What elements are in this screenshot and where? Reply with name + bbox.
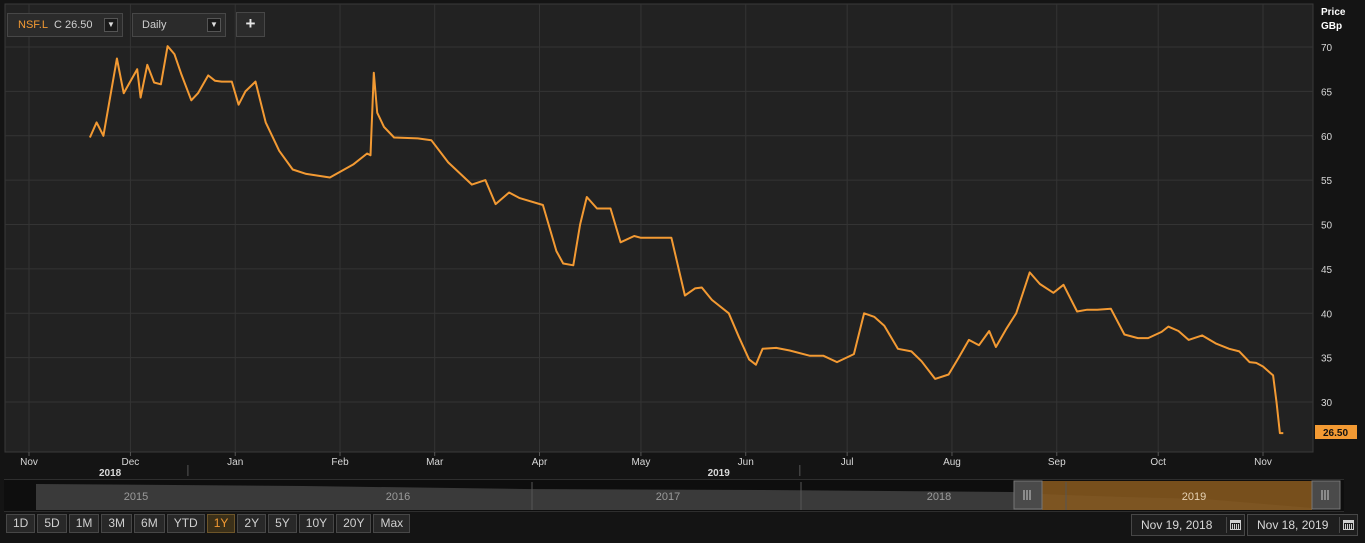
navigator-year-label: 2019 [1182, 491, 1206, 503]
plot-area [4, 3, 1314, 453]
range-button-max[interactable]: Max [373, 514, 411, 533]
last-value-label: 26.50 [1323, 428, 1348, 439]
navigator-history-area [36, 484, 1312, 510]
date-from-value: Nov 19, 2018 [1141, 518, 1213, 532]
range-button-10y[interactable]: 10Y [298, 514, 335, 533]
x-year-label: 2019 [708, 468, 731, 479]
x-tick-label: Jan [227, 457, 243, 468]
x-tick-label: Jun [738, 457, 754, 468]
navigator-year-label: 2018 [927, 491, 951, 503]
navigator-year-label: 2015 [124, 491, 148, 503]
x-tick-label: May [631, 457, 650, 468]
y-tick-label: 70 [1321, 43, 1333, 54]
y-tick-label: 60 [1321, 132, 1333, 143]
x-tick-label: Jul [841, 457, 854, 468]
y-axis-unit: GBp [1321, 21, 1342, 32]
x-tick-label: Sep [1048, 457, 1066, 468]
x-tick-label: Aug [943, 457, 961, 468]
x-tick-label: Apr [532, 457, 548, 468]
y-tick-label: 45 [1321, 265, 1333, 276]
y-tick-label: 65 [1321, 87, 1333, 98]
x-tick-label: Feb [331, 457, 349, 468]
navigator-year-label: 2017 [656, 491, 680, 503]
navigator-right-handle[interactable] [1311, 480, 1341, 510]
y-tick-label: 55 [1321, 176, 1333, 187]
x-tick-label: Nov [1254, 457, 1272, 468]
x-year-label: 2018 [99, 468, 122, 479]
grid-lines [5, 4, 1313, 452]
calendar-icon[interactable] [1339, 517, 1355, 533]
price-line [88, 45, 1284, 435]
symbol-select[interactable]: NSF.L C 26.50 ▼ [7, 13, 123, 37]
time-navigator[interactable]: 2015 2016 2017 2018 2019 [4, 479, 1344, 512]
interval-select[interactable]: Daily ▼ [132, 13, 226, 37]
x-tick-label: Dec [122, 457, 140, 468]
range-button-1d[interactable]: 1D [6, 514, 36, 533]
chevron-down-icon[interactable]: ▼ [207, 18, 221, 32]
y-axis-title: Price [1321, 7, 1346, 18]
price-chart[interactable]: 30 35 40 45 50 55 60 65 70 Nov Dec Jan Feb Mar Apr May… [0, 0, 1365, 480]
range-button-1y[interactable]: 1Y [206, 514, 236, 533]
range-button-6m[interactable]: 6M [134, 514, 165, 533]
range-button-2y[interactable]: 2Y [237, 514, 267, 533]
x-tick-label: Mar [426, 457, 444, 468]
y-tick-label: 40 [1321, 309, 1333, 320]
y-tick-label: 50 [1321, 221, 1333, 232]
range-selector: 1D 5D 1M 3M 6M YTD 1Y 2Y 5Y 10Y 20Y Max [6, 514, 411, 534]
x-tick-label: Oct [1150, 457, 1166, 468]
y-axis-ticks: 30 35 40 45 50 55 60 65 70 [1321, 43, 1333, 409]
last-value-badge [1315, 425, 1357, 439]
symbol-label: NSF.L [18, 19, 48, 31]
range-button-ytd[interactable]: YTD [166, 514, 205, 533]
date-from-field[interactable]: Nov 19, 2018 [1131, 514, 1245, 536]
range-button-3m[interactable]: 3M [101, 514, 133, 533]
x-tick-label: Nov [20, 457, 38, 468]
navigator-year-label: 2016 [386, 491, 410, 503]
y-tick-label: 30 [1321, 398, 1333, 409]
range-button-1m[interactable]: 1M [68, 514, 100, 533]
y-tick-label: 35 [1321, 354, 1333, 365]
calendar-icon[interactable] [1226, 517, 1242, 533]
date-to-value: Nov 18, 2019 [1257, 518, 1329, 532]
range-button-5d[interactable]: 5D [37, 514, 67, 533]
range-button-5y[interactable]: 5Y [268, 514, 297, 533]
navigator-left-handle[interactable] [1013, 480, 1043, 510]
interval-label: Daily [142, 19, 167, 31]
navigator-selection[interactable] [1042, 481, 1312, 510]
range-button-20y[interactable]: 20Y [336, 514, 372, 533]
close-value: C 26.50 [53, 19, 93, 31]
add-indicator-button[interactable]: + [236, 12, 265, 37]
chevron-down-icon[interactable]: ▼ [104, 18, 118, 32]
date-to-field[interactable]: Nov 18, 2019 [1247, 514, 1358, 536]
x-axis-ticks: Nov Dec Jan Feb Mar Apr May Jun Jul Aug Sep Oct Nov 2… [20, 452, 1272, 479]
